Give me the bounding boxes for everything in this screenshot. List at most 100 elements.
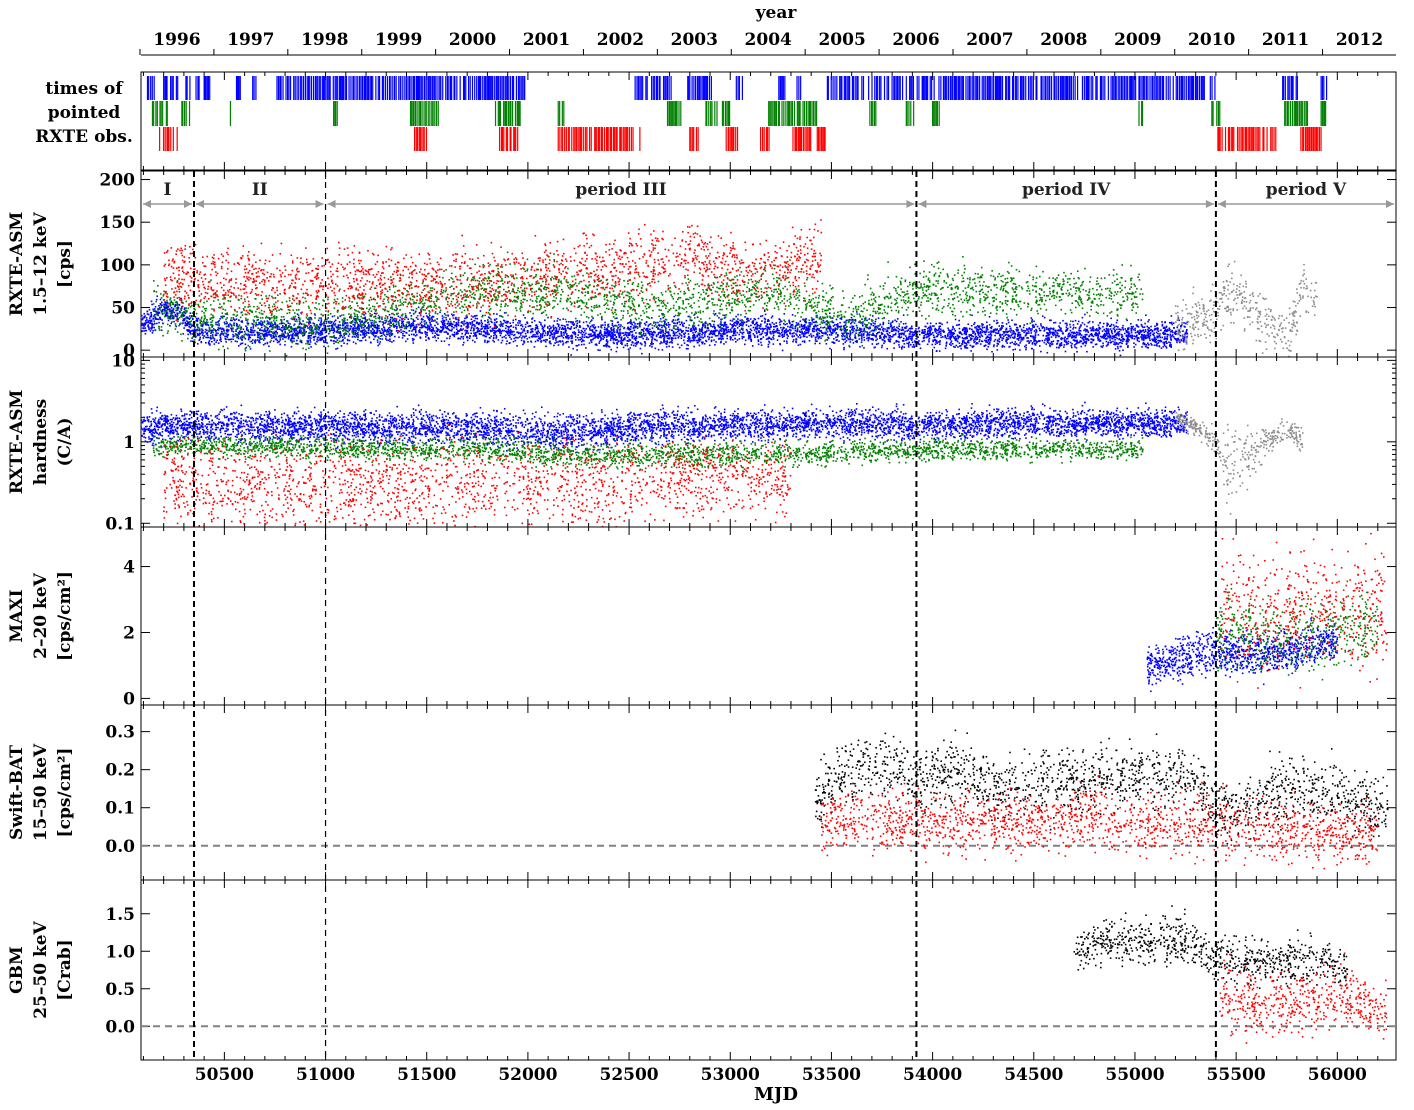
data-point	[985, 331, 988, 333]
data-point	[276, 331, 278, 334]
data-point	[831, 332, 834, 334]
data-point	[1052, 327, 1055, 330]
data-point	[803, 341, 806, 344]
data-point	[755, 331, 757, 333]
data-point	[676, 319, 679, 321]
data-point	[741, 329, 744, 331]
data-point	[412, 328, 414, 331]
data-point	[334, 319, 337, 322]
data-point	[1001, 333, 1004, 336]
data-point	[293, 330, 295, 332]
data-point	[790, 324, 792, 327]
data-point	[713, 333, 716, 336]
data-point	[515, 318, 517, 321]
data-point	[373, 329, 376, 332]
data-point	[279, 334, 282, 337]
data-point	[604, 321, 606, 324]
data-point	[1086, 329, 1089, 332]
data-point	[816, 327, 819, 330]
data-point	[565, 333, 568, 335]
data-point	[141, 314, 143, 317]
data-point	[258, 339, 261, 342]
data-point	[448, 337, 451, 340]
data-point	[952, 326, 954, 329]
data-point	[675, 325, 677, 327]
data-point	[382, 326, 385, 328]
data-point	[1165, 326, 1168, 329]
data-point	[1062, 319, 1064, 322]
data-point	[617, 327, 619, 329]
data-point	[1036, 341, 1039, 343]
data-point	[338, 332, 341, 335]
data-point	[598, 340, 601, 343]
data-point	[527, 341, 529, 343]
data-point	[712, 323, 715, 326]
data-point	[626, 322, 629, 325]
data-point	[330, 321, 333, 323]
data-point	[633, 335, 635, 338]
data-point	[907, 342, 910, 345]
data-point	[1106, 332, 1109, 335]
data-point	[520, 328, 523, 330]
data-point	[610, 348, 613, 351]
data-point	[302, 334, 304, 337]
y-tick-label: 50	[111, 299, 135, 319]
data-point	[1136, 339, 1139, 342]
data-point	[249, 334, 251, 336]
data-point	[223, 315, 225, 318]
data-point	[1031, 328, 1033, 330]
panel-ylabel-line: pointed	[48, 103, 121, 123]
data-point	[876, 333, 878, 335]
data-point	[904, 330, 906, 333]
data-point	[663, 340, 666, 342]
data-point	[142, 327, 145, 330]
data-point	[1166, 333, 1168, 336]
data-point	[591, 324, 594, 327]
data-point	[509, 336, 511, 339]
data-point	[958, 327, 961, 330]
data-point	[1024, 330, 1027, 332]
data-point	[1121, 342, 1123, 345]
data-point	[1094, 333, 1096, 336]
data-point	[738, 325, 741, 327]
data-point	[818, 332, 821, 335]
data-point	[553, 327, 555, 330]
data-point	[914, 341, 917, 344]
data-point	[300, 312, 302, 314]
data-point	[238, 319, 240, 322]
data-point	[995, 332, 997, 334]
data-point	[482, 314, 484, 317]
data-point	[612, 328, 615, 331]
data-point	[936, 342, 938, 345]
data-point	[1046, 351, 1049, 354]
data-point	[986, 327, 988, 329]
data-point	[246, 322, 249, 324]
data-point	[678, 333, 681, 335]
data-point	[896, 340, 899, 343]
data-point	[373, 338, 375, 341]
data-point	[534, 327, 537, 329]
data-point	[1110, 331, 1113, 333]
data-point	[1034, 344, 1037, 346]
data-point	[544, 334, 546, 337]
data-point	[883, 334, 886, 336]
data-point	[1021, 337, 1023, 339]
data-point	[1001, 337, 1003, 339]
data-point	[961, 337, 964, 339]
data-point	[549, 330, 551, 333]
data-point	[624, 331, 627, 334]
data-point	[502, 322, 504, 325]
data-point	[986, 348, 988, 351]
data-point	[240, 337, 242, 340]
data-point	[224, 335, 226, 338]
data-point	[747, 325, 750, 328]
data-point	[1169, 328, 1171, 331]
data-point	[792, 327, 794, 330]
data-point	[963, 330, 966, 332]
data-point	[647, 325, 650, 327]
data-point	[662, 334, 665, 337]
data-point	[173, 311, 176, 314]
data-point	[477, 323, 480, 326]
data-point	[993, 340, 996, 343]
data-point	[986, 341, 989, 344]
